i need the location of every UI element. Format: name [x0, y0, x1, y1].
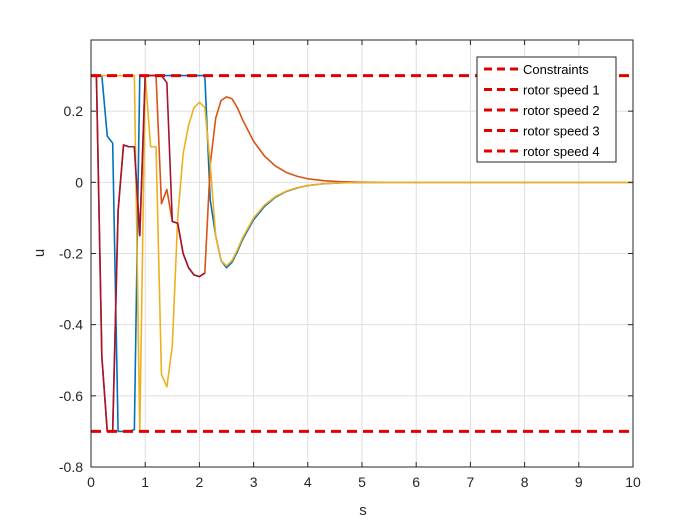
- y-tick-label: -0.2: [59, 246, 83, 262]
- x-tick-label: 1: [141, 474, 149, 490]
- x-tick-label: 7: [467, 474, 475, 490]
- y-tick-label: -0.6: [59, 388, 83, 404]
- y-tick-label: -0.4: [59, 317, 83, 333]
- legend-label: rotor speed 4: [523, 144, 600, 159]
- legend-label: rotor speed 3: [523, 124, 600, 139]
- legend-label: rotor speed 1: [523, 83, 600, 98]
- x-tick-label: 10: [625, 474, 641, 490]
- y-tick-label: -0.8: [59, 459, 83, 475]
- axes: [90, 39, 634, 468]
- legend-label: rotor speed 2: [523, 103, 600, 118]
- tick-labels: 0 1 2 3 4 5 6 7 8 9 10 -0.8 -0.6 -0.4 -0.2 0 0.2: [59, 103, 641, 490]
- y-axis-label: u: [31, 249, 48, 257]
- legend: Constraints rotor speed 1 rotor speed 2 rot…: [476, 56, 617, 163]
- x-tick-label: 0: [87, 474, 95, 490]
- x-tick-label: 8: [521, 474, 529, 490]
- x-tick-label: 6: [412, 474, 420, 490]
- y-tick-label: 0.2: [64, 103, 84, 119]
- x-tick-label: 5: [358, 474, 366, 490]
- x-tick-label: 4: [304, 474, 312, 490]
- x-tick-label: 2: [196, 474, 204, 490]
- x-tick-label: 3: [250, 474, 258, 490]
- x-tick-label: 9: [575, 474, 583, 490]
- y-tick-label: 0: [75, 174, 83, 190]
- x-axis-label: s: [359, 502, 367, 519]
- legend-label: Constraints: [523, 62, 589, 77]
